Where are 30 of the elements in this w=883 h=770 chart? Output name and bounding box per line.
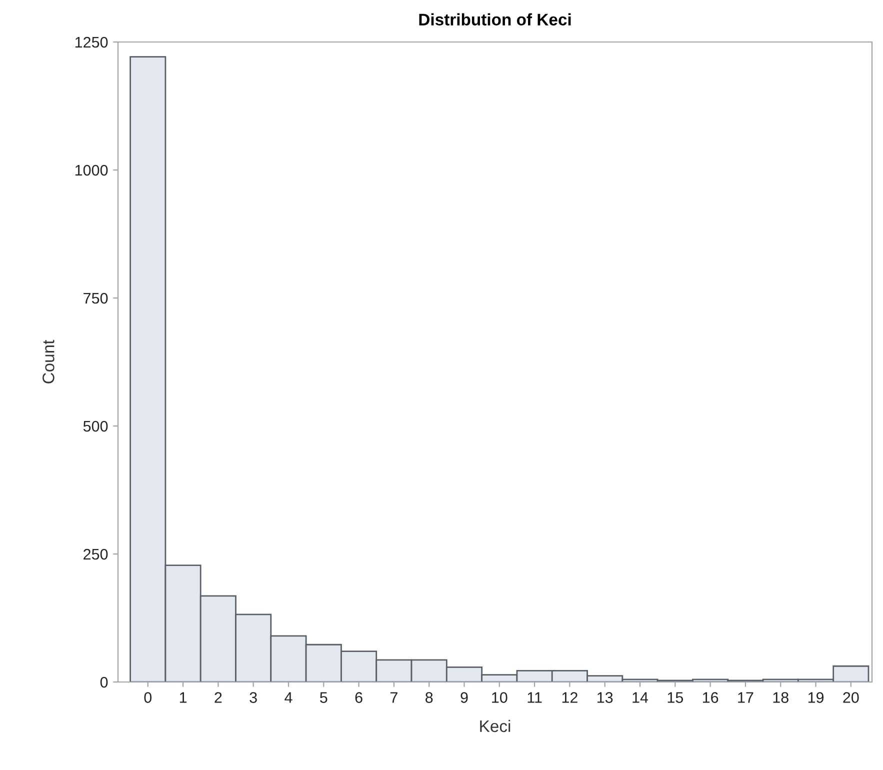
x-tick-label: 16 — [702, 692, 718, 703]
chart-title: Distribution of Keci — [419, 13, 571, 26]
x-tick-label: 5 — [320, 692, 328, 703]
x-tick-label: 11 — [528, 692, 542, 703]
x-tick-label: 10 — [492, 692, 508, 703]
x-tick-label: 4 — [284, 692, 292, 703]
x-tick-label: 6 — [355, 692, 362, 703]
x-axis-title: Keci — [480, 720, 510, 732]
x-tick-label: 18 — [773, 692, 788, 703]
y-tick-label: 250 — [84, 548, 108, 560]
x-tick-label: 20 — [843, 692, 859, 703]
x-tick-label: 8 — [426, 692, 433, 703]
y-tick-label: 1250 — [75, 36, 108, 48]
x-tick-label: 12 — [562, 692, 578, 703]
x-tick-label: 13 — [598, 692, 613, 703]
y-axis-title: Count — [42, 340, 54, 384]
x-tick-label: 3 — [250, 692, 257, 703]
x-tick-label: 15 — [668, 692, 684, 703]
x-tick-label: 14 — [632, 692, 648, 703]
x-tick-label: 19 — [808, 692, 824, 703]
x-tick-label: 17 — [738, 692, 754, 703]
x-tick-label: 1 — [180, 692, 187, 703]
x-tick-label: 7 — [390, 692, 398, 703]
x-tick-label: 9 — [460, 692, 468, 703]
y-tick-label: 1000 — [75, 164, 108, 176]
y-tick-label: 750 — [84, 292, 108, 304]
x-tick-label: 2 — [214, 692, 222, 703]
y-tick-label: 500 — [83, 420, 108, 432]
x-tick-label: 0 — [144, 692, 152, 703]
y-tick-label: 0 — [100, 676, 108, 688]
